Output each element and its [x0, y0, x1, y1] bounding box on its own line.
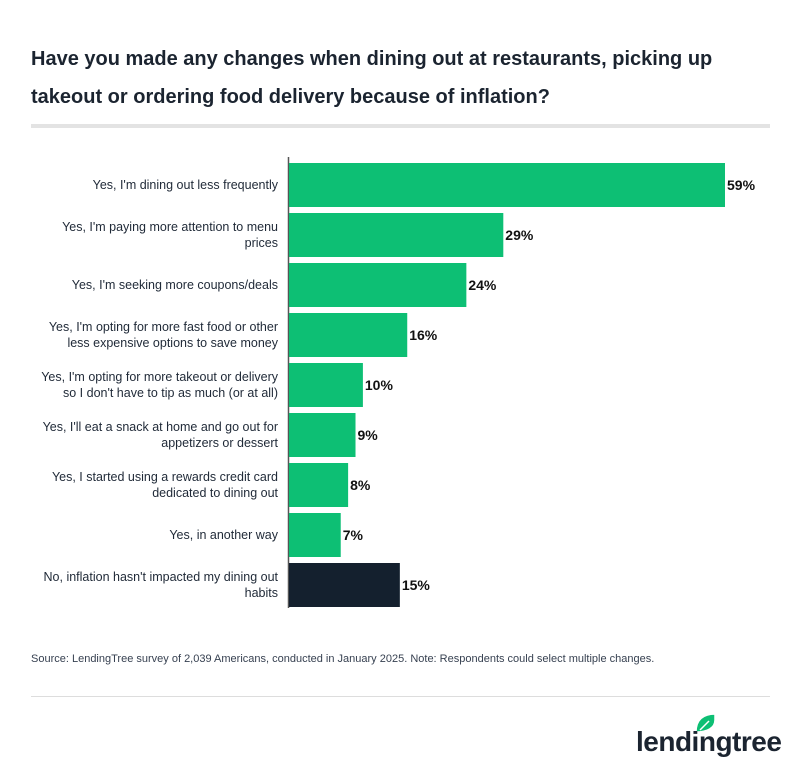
source-note: Source: LendingTree survey of 2,039 Amer…	[31, 653, 655, 665]
data-label: 24%	[468, 277, 497, 293]
category-label: Yes, I'll eat a snack at home and go out…	[43, 420, 279, 450]
category-label: Yes, I'm opting for more fast food or ot…	[49, 320, 279, 350]
chart-title: Have you made any changes when dining ou…	[31, 48, 713, 108]
category-label: Yes, I started using a rewards credit ca…	[52, 470, 279, 500]
bar	[289, 563, 400, 607]
bar	[289, 263, 467, 307]
data-label: 7%	[343, 527, 364, 543]
bar	[289, 363, 363, 407]
data-label: 9%	[358, 427, 379, 443]
bar	[289, 313, 408, 357]
bar	[289, 163, 725, 207]
bar	[289, 213, 504, 257]
data-label: 10%	[365, 377, 394, 393]
category-label: Yes, I'm seeking more coupons/deals	[72, 278, 278, 292]
category-label: Yes, in another way	[169, 528, 278, 542]
bar	[289, 513, 341, 557]
category-label: Yes, I'm paying more attention to menu pr…	[62, 220, 278, 250]
footer-divider	[31, 696, 770, 697]
category-label: No, inflation hasn't impacted my dining …	[44, 570, 279, 600]
data-label: 59%	[727, 177, 756, 193]
logo-wordmark: lendingtree	[636, 726, 782, 757]
bars-group: 59% Yes, I'm dining out less frequently 29…	[41, 163, 756, 607]
category-label: Yes, I'm dining out less frequently	[93, 178, 279, 192]
category-label: Yes, I'm opting for more takeout or deli…	[41, 370, 279, 400]
data-label: 8%	[350, 477, 371, 493]
leaf-icon	[695, 713, 716, 733]
data-label: 16%	[409, 327, 438, 343]
bar	[289, 463, 349, 507]
title-divider	[31, 124, 770, 128]
bar	[289, 413, 356, 457]
bar-chart: 59% Yes, I'm dining out less frequently 29…	[41, 157, 756, 608]
data-label: 15%	[402, 577, 431, 593]
data-label: 29%	[505, 227, 534, 243]
